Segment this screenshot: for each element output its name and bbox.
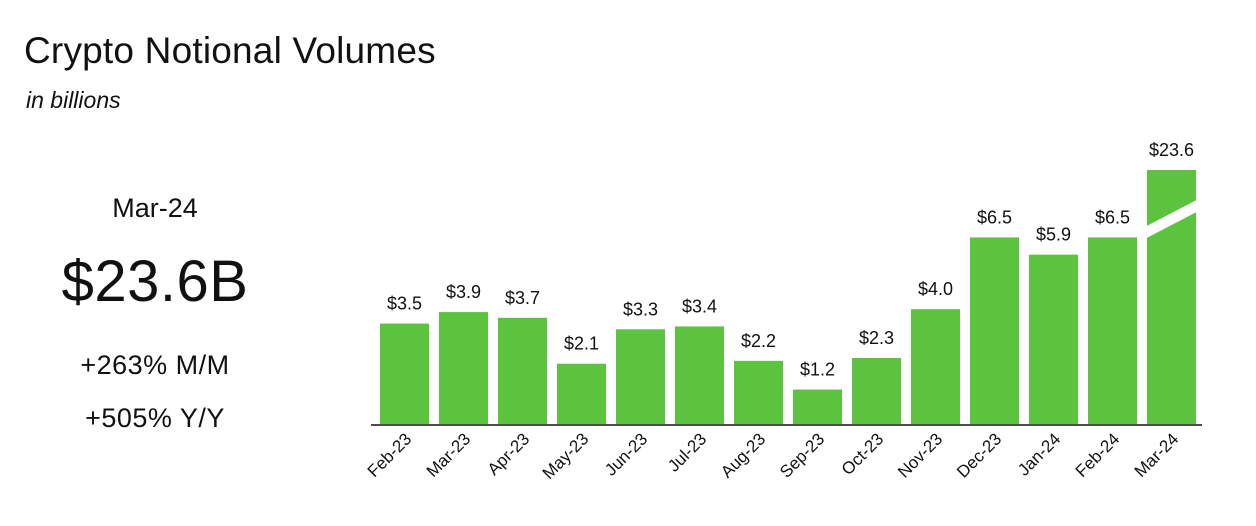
x-tick-may-23: May-23	[539, 429, 593, 483]
data-label-feb-23: $3.5	[387, 294, 422, 314]
chart-title: Crypto Notional Volumes	[24, 30, 436, 71]
x-tick-nov-23: Nov-23	[894, 429, 946, 481]
bar-oct-23	[852, 357, 901, 424]
x-tick-feb-24: Feb-24	[1072, 429, 1124, 481]
x-tick-dec-23: Dec-23	[953, 429, 1005, 481]
data-label-oct-23: $2.3	[859, 328, 894, 348]
data-label-feb-24: $6.5	[1095, 207, 1130, 227]
bar-jun-23	[616, 329, 665, 424]
axis-break-mark	[1139, 193, 1210, 242]
data-label-jan-24: $5.9	[1036, 225, 1071, 245]
bar-mar-23	[439, 312, 488, 424]
x-tick-aug-23: Aug-23	[717, 429, 769, 481]
bar-apr-23	[498, 317, 547, 424]
data-label-aug-23: $2.2	[741, 331, 776, 351]
x-tick-feb-23: Feb-23	[364, 429, 416, 481]
x-tick-jul-23: Jul-23	[664, 429, 710, 475]
data-label-jul-23: $3.4	[682, 296, 717, 316]
x-tick-oct-23: Oct-23	[838, 429, 888, 479]
x-tick-sep-23: Sep-23	[776, 429, 828, 481]
bar-jul-23	[675, 326, 724, 424]
kpi-yy-change: +505% Y/Y	[85, 403, 225, 433]
bar-jan-24	[1029, 254, 1078, 424]
data-label-apr-23: $3.7	[505, 288, 540, 308]
x-tick-jun-23: Jun-23	[601, 429, 651, 479]
bar-aug-23	[734, 360, 783, 424]
x-tick-apr-23: Apr-23	[484, 429, 534, 479]
kpi-value: $23.6B	[61, 249, 249, 314]
kpi-period: Mar-24	[112, 193, 198, 223]
kpi-mm-change: +263% M/M	[80, 350, 230, 380]
x-tick-mar-23: Mar-23	[423, 429, 475, 481]
data-label-nov-23: $4.0	[918, 279, 953, 299]
x-tick-jan-24: Jan-24	[1014, 429, 1064, 479]
data-label-jun-23: $3.3	[623, 299, 658, 319]
bar-feb-23	[380, 323, 429, 424]
data-label-sep-23: $1.2	[800, 360, 835, 380]
x-tick-mar-24: Mar-24	[1131, 429, 1183, 481]
bar-dec-23	[970, 237, 1019, 424]
bar-sep-23	[793, 389, 842, 424]
data-label-mar-24: $23.6	[1149, 140, 1194, 160]
data-label-may-23: $2.1	[564, 334, 599, 354]
data-label-mar-23: $3.9	[446, 282, 481, 302]
chart-subtitle: in billions	[26, 87, 121, 113]
bar-feb-24	[1088, 237, 1137, 424]
bar-may-23	[557, 363, 606, 424]
data-label-dec-23: $6.5	[977, 207, 1012, 227]
bar-nov-23	[911, 309, 960, 424]
